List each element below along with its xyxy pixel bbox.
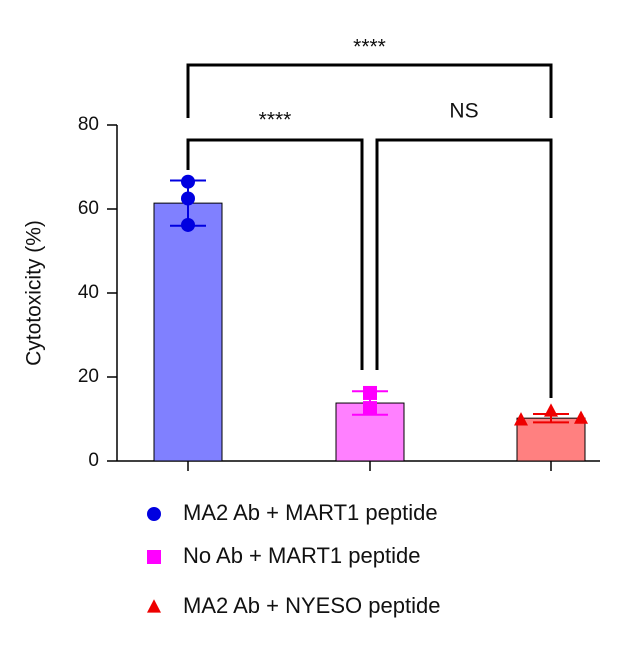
- legend-label: MA2 Ab + MART1 peptide: [183, 500, 438, 525]
- y-tick-label: 0: [88, 450, 99, 471]
- y-tick-label: 20: [78, 366, 99, 387]
- y-axis-label: Cytotoxicity (%): [23, 220, 46, 366]
- legend-marker: [147, 507, 161, 521]
- y-tick-label: 80: [78, 114, 99, 135]
- data-point: [363, 385, 377, 400]
- significance-label: ****: [353, 36, 386, 59]
- legend-marker: [147, 550, 161, 564]
- data-point: [544, 403, 558, 417]
- y-tick-label: 40: [78, 282, 99, 303]
- legend-label: No Ab + MART1 peptide: [183, 543, 420, 568]
- data-point: [181, 217, 195, 232]
- data-point: [181, 174, 195, 189]
- data-point: [181, 191, 195, 206]
- data-point: [363, 401, 377, 416]
- significance-bracket: [375, 138, 553, 398]
- data-point: [574, 410, 588, 424]
- legend-label: MA2 Ab + NYESO peptide: [183, 593, 440, 618]
- bar: [516, 417, 586, 462]
- bar: [153, 202, 223, 462]
- significance-bracket: [186, 138, 364, 370]
- data-point: [514, 412, 528, 426]
- legend-marker: [147, 599, 161, 613]
- y-tick-label: 60: [78, 198, 99, 219]
- significance-bracket: [186, 63, 553, 118]
- significance-label: ****: [259, 109, 292, 132]
- significance-label: NS: [449, 100, 478, 123]
